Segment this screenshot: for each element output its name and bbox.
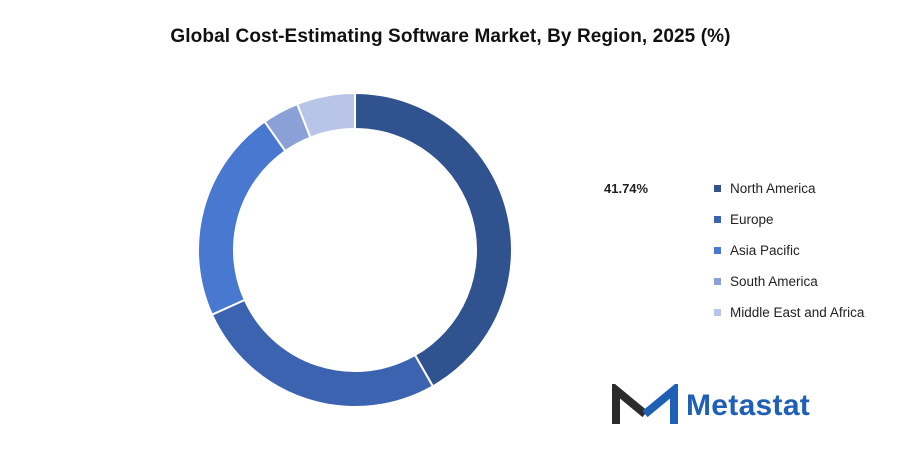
- donut-slice-middle-east-and-africa: [295, 91, 356, 139]
- legend-item-north-america: North America: [714, 178, 864, 198]
- legend-swatch-europe: [714, 215, 721, 223]
- donut-slice-north-america: [354, 91, 513, 388]
- metastat-logo-text: Metastat: [686, 389, 811, 422]
- legend-swatch-north-america: [714, 184, 721, 192]
- legend-swatch-asia-pacific: [714, 246, 721, 254]
- legend-label-middle-east-and-africa: Middle East and Africa: [730, 304, 865, 320]
- north-america-value-label: 41.74%: [604, 181, 649, 196]
- donut-slice-europe: [210, 298, 435, 408]
- legend-label-north-america: North America: [730, 180, 816, 196]
- legend-label-europe: Europe: [730, 211, 774, 227]
- legend-swatch-middle-east-and-africa: [714, 308, 721, 316]
- legend-item-south-america: South America: [714, 271, 864, 291]
- metastat-logo: Metastat: [612, 384, 810, 428]
- chart-legend: North America Europe Asia Pacific South …: [714, 178, 864, 333]
- legend-item-asia-pacific: Asia Pacific: [714, 240, 864, 260]
- legend-swatch-south-america: [714, 277, 721, 285]
- legend-label-asia-pacific: Asia Pacific: [730, 242, 800, 258]
- chart-title: Global Cost-Estimating Software Market, …: [170, 26, 731, 47]
- donut-slice-asia-pacific: [197, 120, 287, 317]
- metastat-m-icon: [612, 384, 678, 424]
- legend-label-south-america: South America: [730, 273, 818, 289]
- legend-item-middle-east-and-africa: Middle East and Africa: [714, 302, 864, 322]
- legend-item-europe: Europe: [714, 209, 864, 229]
